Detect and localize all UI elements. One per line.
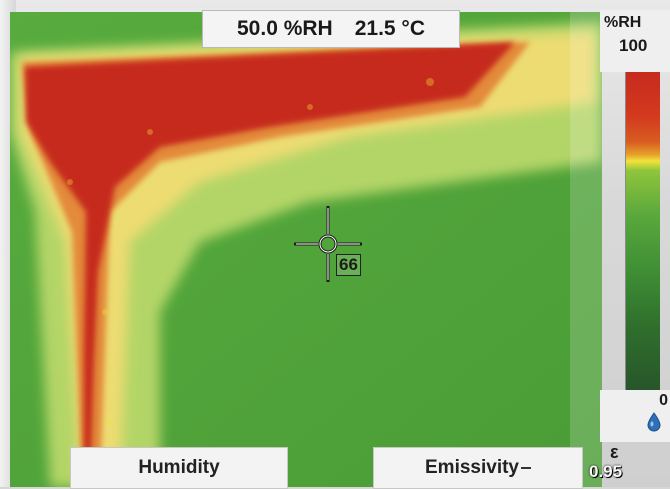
humidity-softkey[interactable]: Humidity: [70, 447, 288, 489]
softkey-dash: [521, 467, 531, 469]
color-palette-bar: [625, 72, 660, 390]
scale-unit-label: %RH: [604, 14, 642, 31]
water-drop-icon: [647, 412, 661, 432]
measurement-readout: 50.0 %RH 21.5 °C: [202, 10, 460, 48]
emissivity-indicator: ε 0.95: [583, 440, 670, 487]
scale-footer: 0: [600, 390, 670, 442]
emissivity-value: 0.95: [589, 462, 623, 481]
temperature-value: 21.5 °C: [354, 17, 425, 40]
humidity-value: 50.0 %RH: [237, 17, 333, 40]
humidity-thermal-image: [10, 12, 602, 487]
humidity-softkey-label: Humidity: [138, 457, 220, 478]
scale-max-label: 100: [619, 36, 648, 55]
emissivity-symbol: ε: [610, 442, 619, 462]
scale-min-label: 0: [659, 392, 668, 409]
emissivity-softkey-label: Emissivity: [425, 457, 519, 478]
emissivity-softkey[interactable]: Emissivity: [373, 447, 583, 489]
crosshair-icon[interactable]: [290, 206, 366, 282]
scale-header: %RH 100: [600, 10, 670, 72]
spot-reading: 66: [336, 254, 361, 276]
